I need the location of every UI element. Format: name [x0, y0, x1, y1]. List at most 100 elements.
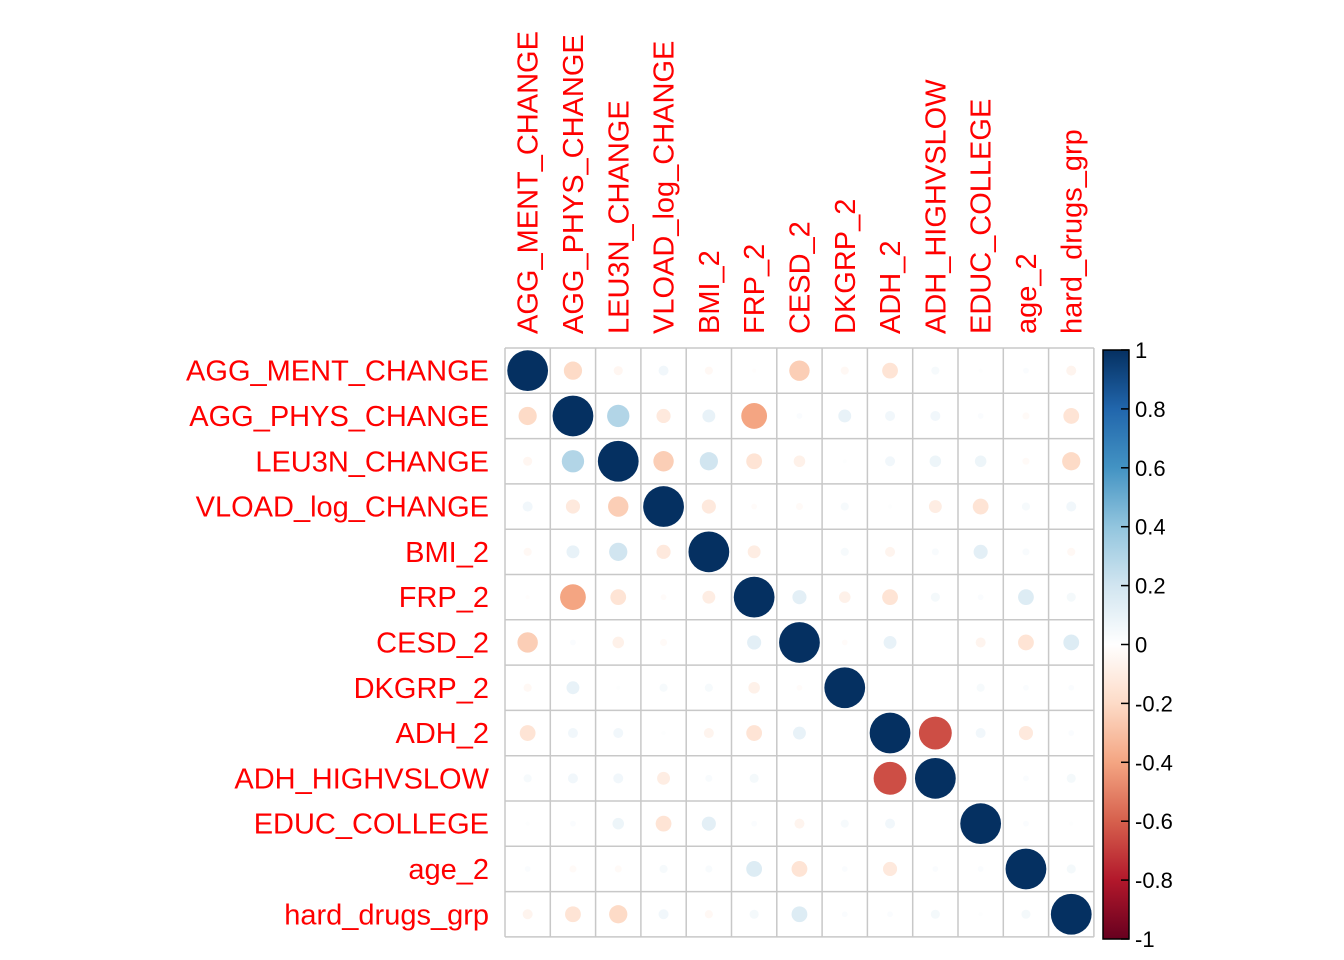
corr-circle-CESD_2-AGG_PHYS_CHANGE	[570, 639, 576, 646]
corr-circle-CESD_2-age_2	[1018, 634, 1034, 651]
corr-circle-EDUC_COLLEGE-AGG_MENT_CHANGE	[525, 821, 530, 826]
corr-circle-FRP_2-ADH_HIGHVSLOW	[930, 592, 940, 602]
corr-circle-hard_drugs_grp-age_2	[1021, 909, 1031, 919]
corr-circle-DKGRP_2-AGG_MENT_CHANGE	[523, 683, 532, 692]
corr-circle-AGG_PHYS_CHANGE-DKGRP_2	[838, 409, 852, 423]
corr-circle-FRP_2-CESD_2	[792, 590, 807, 605]
corr-circle-CESD_2-LEU3N_CHANGE	[612, 636, 625, 649]
column-label: AGG_MENT_CHANGE	[513, 31, 545, 334]
corr-circle-ADH_HIGHVSLOW-LEU3N_CHANGE	[613, 773, 624, 784]
corr-circle-EDUC_COLLEGE-CESD_2	[794, 818, 805, 829]
corr-circle-DKGRP_2-VLOAD_log_CHANGE	[659, 683, 668, 692]
corr-circle-EDUC_COLLEGE-AGG_PHYS_CHANGE	[570, 820, 576, 827]
corr-circle-CESD_2-hard_drugs_grp	[1063, 634, 1080, 651]
corr-circle-age_2-ADH_2	[882, 861, 898, 877]
corr-circle-AGG_PHYS_CHANGE-EDUC_COLLEGE	[977, 413, 984, 419]
corr-circle-age_2-age_2	[1005, 848, 1047, 890]
corr-circle-hard_drugs_grp-ADH_2	[887, 911, 893, 918]
row-label: BMI_2	[405, 537, 489, 569]
row-label: age_2	[408, 854, 489, 886]
corr-circle-DKGRP_2-BMI_2	[704, 683, 713, 692]
column-label: CESD_2	[784, 221, 816, 334]
corr-circle-BMI_2-hard_drugs_grp	[1067, 547, 1076, 556]
corr-circle-AGG_MENT_CHANGE-DKGRP_2	[840, 366, 849, 375]
corr-circle-EDUC_COLLEGE-ADH_2	[885, 818, 896, 829]
corr-circle-age_2-ADH_HIGHVSLOW	[932, 866, 939, 872]
corr-circle-VLOAD_log_CHANGE-BMI_2	[701, 499, 716, 514]
corr-circle-AGG_PHYS_CHANGE-VLOAD_log_CHANGE	[656, 408, 671, 424]
corr-circle-ADH_HIGHVSLOW-AGG_MENT_CHANGE	[523, 774, 532, 783]
corr-circle-LEU3N_CHANGE-ADH_HIGHVSLOW	[929, 455, 942, 468]
corr-circle-age_2-EDUC_COLLEGE	[977, 866, 984, 872]
column-label: age_2	[1011, 253, 1043, 334]
corr-circle-ADH_2-BMI_2	[703, 728, 714, 739]
corr-circle-AGG_PHYS_CHANGE-FRP_2	[741, 403, 768, 429]
corr-circle-AGG_MENT_CHANGE-age_2	[1023, 367, 1029, 374]
corr-circle-VLOAD_log_CHANGE-LEU3N_CHANGE	[608, 496, 629, 517]
corr-circle-VLOAD_log_CHANGE-hard_drugs_grp	[1066, 501, 1077, 512]
column-label: EDUC_COLLEGE	[966, 99, 998, 334]
corr-circle-CESD_2-DKGRP_2	[841, 639, 848, 646]
corr-circle-CESD_2-EDUC_COLLEGE	[975, 637, 986, 648]
row-label: VLOAD_log_CHANGE	[196, 492, 489, 524]
corr-circle-AGG_MENT_CHANGE-BMI_2	[704, 366, 713, 375]
corr-circle-FRP_2-age_2	[1018, 589, 1034, 606]
corr-circle-ADH_2-VLOAD_log_CHANGE	[661, 731, 666, 736]
column-label: BMI_2	[694, 250, 726, 334]
corr-circle-AGG_PHYS_CHANGE-ADH_2	[885, 410, 896, 421]
corr-circle-FRP_2-BMI_2	[702, 590, 716, 604]
corr-circle-age_2-FRP_2	[746, 861, 763, 877]
row-label: AGG_PHYS_CHANGE	[189, 401, 489, 433]
corr-circle-VLOAD_log_CHANGE-VLOAD_log_CHANGE	[643, 486, 684, 527]
corr-circle-BMI_2-DKGRP_2	[840, 547, 849, 556]
corr-circle-FRP_2-FRP_2	[733, 576, 775, 618]
column-label: ADH_2	[875, 241, 907, 335]
corr-circle-AGG_MENT_CHANGE-hard_drugs_grp	[1066, 365, 1077, 376]
corr-circle-AGG_PHYS_CHANGE-LEU3N_CHANGE	[607, 404, 630, 428]
corr-circle-FRP_2-VLOAD_log_CHANGE	[660, 594, 667, 601]
corr-circle-BMI_2-FRP_2	[747, 545, 761, 559]
corr-circle-FRP_2-LEU3N_CHANGE	[610, 589, 627, 606]
corr-circle-ADH_HIGHVSLOW-VLOAD_log_CHANGE	[657, 771, 670, 785]
column-label: AGG_PHYS_CHANGE	[558, 34, 590, 334]
corr-circle-LEU3N_CHANGE-AGG_MENT_CHANGE	[523, 456, 533, 466]
corr-circle-ADH_HIGHVSLOW-FRP_2	[749, 773, 759, 783]
corr-circle-VLOAD_log_CHANGE-ADH_2	[888, 504, 893, 509]
corr-circle-VLOAD_log_CHANGE-DKGRP_2	[840, 502, 849, 511]
corr-circle-ADH_2-AGG_MENT_CHANGE	[519, 725, 536, 741]
corr-circle-ADH_2-hard_drugs_grp	[1068, 730, 1075, 736]
corr-circle-AGG_PHYS_CHANGE-AGG_MENT_CHANGE	[518, 406, 537, 426]
colorbar-tick-label: 0.2	[1135, 574, 1166, 599]
corr-circle-ADH_2-CESD_2	[793, 726, 806, 740]
row-label: AGG_MENT_CHANGE	[186, 356, 489, 388]
corr-circle-VLOAD_log_CHANGE-age_2	[1021, 502, 1031, 511]
corr-circle-BMI_2-EDUC_COLLEGE	[973, 544, 988, 559]
corr-circle-age_2-hard_drugs_grp	[1066, 864, 1076, 874]
colorbar-tick-label: -0.8	[1135, 868, 1173, 893]
colorbar-tick-label: 0	[1135, 633, 1147, 658]
corr-circle-ADH_2-EDUC_COLLEGE	[975, 728, 986, 739]
corr-circle-FRP_2-ADH_2	[882, 589, 898, 606]
corr-circle-hard_drugs_grp-FRP_2	[749, 909, 759, 919]
corr-circle-BMI_2-VLOAD_log_CHANGE	[656, 544, 671, 559]
corr-circle-AGG_PHYS_CHANGE-CESD_2	[796, 413, 803, 419]
column-labels: AGG_MENT_CHANGE AGG_PHYS_CHANGE LEU3N_CHAN…	[513, 31, 1089, 334]
colorbar-tick-label: 0.6	[1135, 456, 1166, 481]
column-label: LEU3N_CHANGE	[603, 100, 635, 334]
row-label: FRP_2	[399, 582, 489, 614]
corr-circle-BMI_2-AGG_MENT_CHANGE	[523, 547, 532, 556]
corr-circle-CESD_2-ADH_2	[883, 636, 897, 649]
corr-circle-ADH_2-ADH_HIGHVSLOW	[918, 716, 952, 750]
corr-circle-age_2-DKGRP_2	[841, 866, 848, 872]
corr-circle-CESD_2-FRP_2	[747, 635, 762, 650]
corr-circle-ADH_2-AGG_PHYS_CHANGE	[567, 728, 578, 739]
corr-circle-VLOAD_log_CHANGE-AGG_PHYS_CHANGE	[565, 499, 581, 514]
corr-circle-EDUC_COLLEGE-LEU3N_CHANGE	[612, 817, 625, 830]
corr-circle-hard_drugs_grp-AGG_PHYS_CHANGE	[565, 906, 581, 923]
corr-circle-AGG_MENT_CHANGE-AGG_MENT_CHANGE	[507, 350, 549, 392]
corr-circle-hard_drugs_grp-DKGRP_2	[841, 911, 848, 918]
corr-circle-CESD_2-VLOAD_log_CHANGE	[660, 638, 668, 646]
corr-circle-AGG_PHYS_CHANGE-age_2	[1022, 412, 1030, 420]
corr-circle-hard_drugs_grp-hard_drugs_grp	[1050, 893, 1092, 935]
